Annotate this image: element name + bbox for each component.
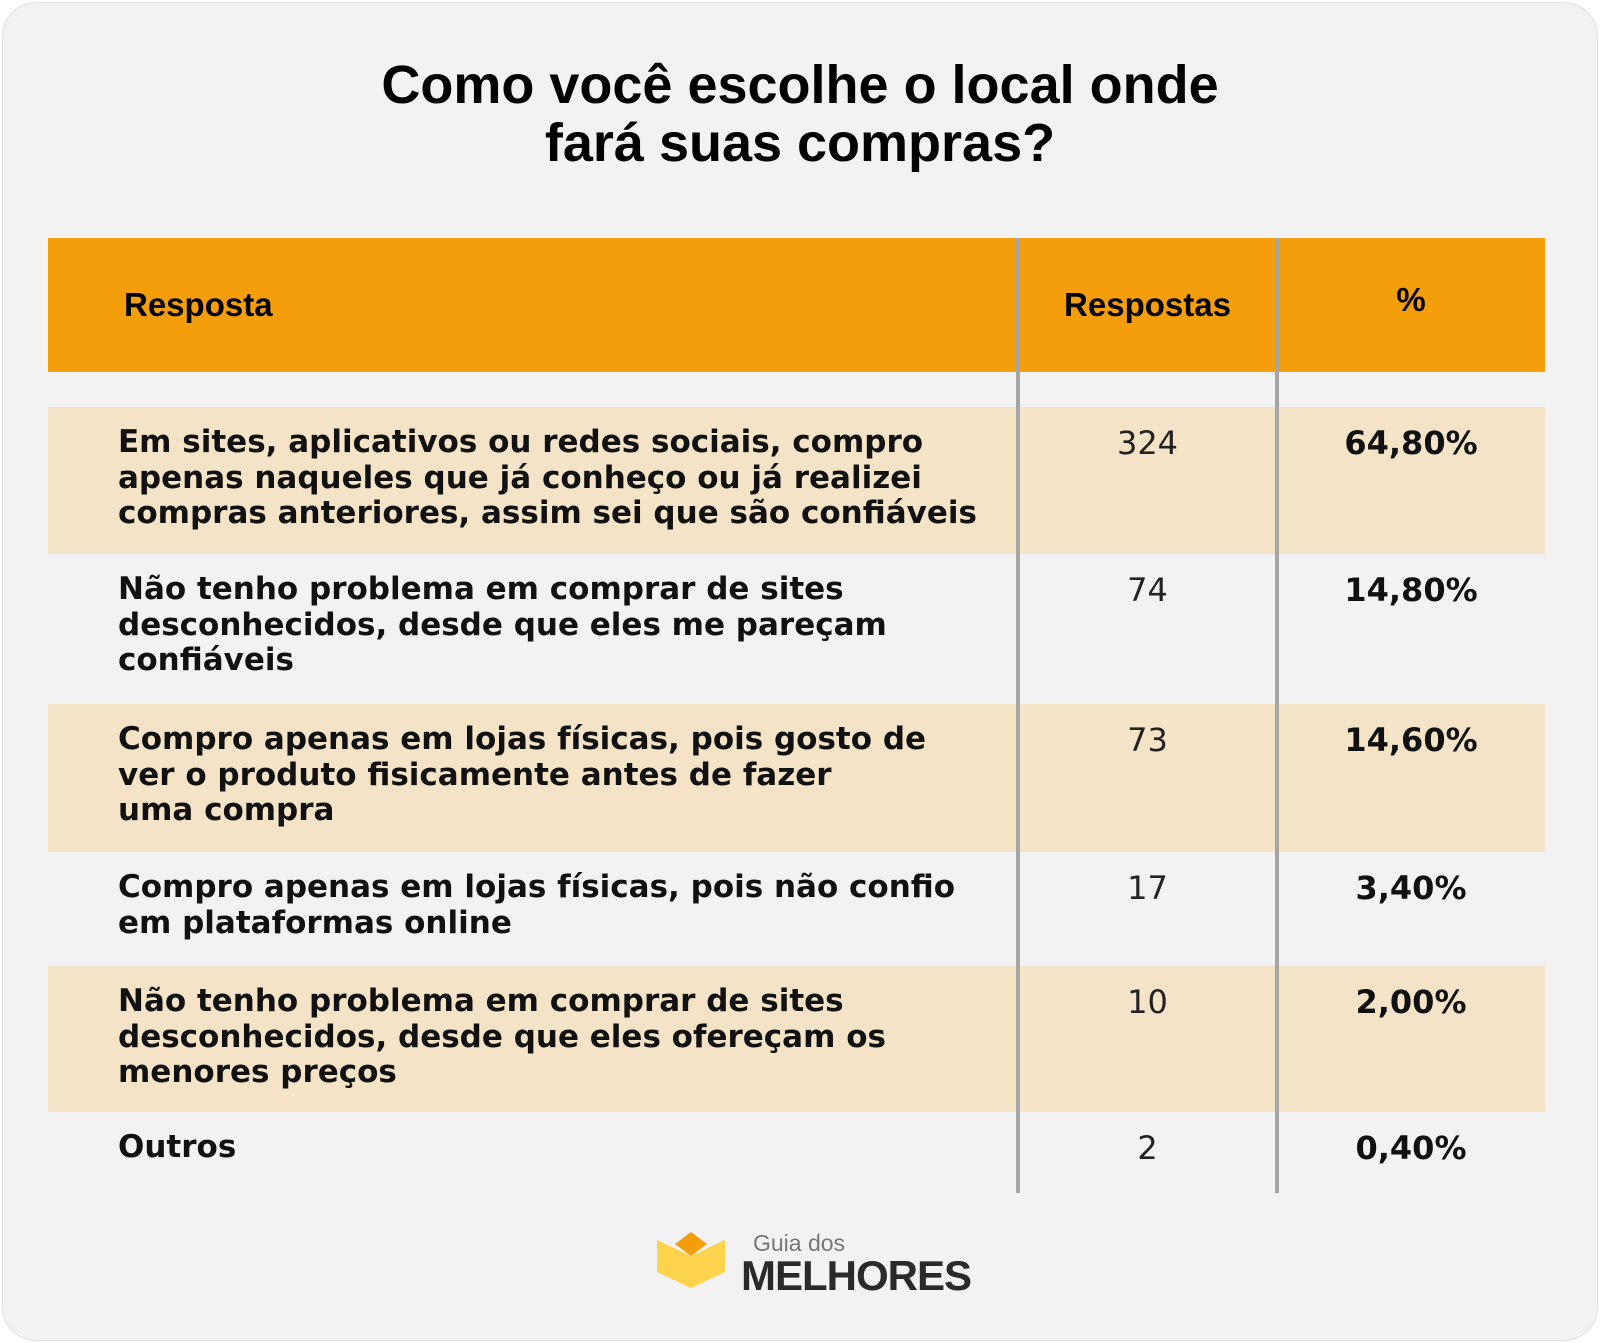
response-percent: 2,00% bbox=[1355, 983, 1467, 1021]
response-line: desconhecidos, desde que eles ofereçam o… bbox=[118, 1018, 886, 1055]
response-line: em plataformas online bbox=[118, 904, 512, 941]
table-row: Não tenho problema em comprar de sites de… bbox=[48, 966, 1545, 1112]
response-line: Não tenho problema em comprar de sites bbox=[118, 983, 844, 1019]
response-line: desconhecidos, desde que eles me pareçam bbox=[118, 606, 887, 643]
response-percent: 14,60% bbox=[1344, 721, 1478, 759]
crown-logo-icon bbox=[657, 1232, 725, 1288]
response-text: Não tenho problema em comprar de sites de… bbox=[118, 983, 978, 1091]
response-text: Em sites, aplicativos ou redes sociais, … bbox=[118, 424, 978, 532]
response-line: menores preços bbox=[118, 1054, 397, 1090]
response-text: Outros bbox=[118, 1129, 978, 1166]
response-line: uma compra bbox=[118, 792, 335, 828]
header-respostas: Respostas bbox=[1064, 286, 1231, 323]
table-row: Outros 2 0,40% bbox=[48, 1112, 1545, 1192]
title-line-1: Como você escolhe o local onde bbox=[381, 55, 1219, 115]
response-percent: 14,80% bbox=[1344, 571, 1478, 609]
response-text: Não tenho problema em comprar de sites de… bbox=[118, 571, 978, 679]
response-text: Compro apenas em lojas físicas, pois gos… bbox=[118, 721, 978, 829]
response-line: compras anteriores, assim sei que são co… bbox=[118, 495, 977, 531]
response-percent: 3,40% bbox=[1355, 869, 1467, 907]
column-divider bbox=[1275, 238, 1279, 1193]
logo-top-text: Guia dos bbox=[753, 1230, 846, 1256]
response-line: Outros bbox=[118, 1129, 237, 1165]
response-count: 10 bbox=[1127, 983, 1168, 1021]
response-line: confiáveis bbox=[118, 642, 294, 678]
page-title: Como você escolhe o local onde fará suas… bbox=[0, 56, 1600, 172]
header-resposta: Resposta bbox=[124, 286, 273, 323]
response-line: Compro apenas em lojas físicas, pois gos… bbox=[118, 721, 927, 757]
table-row: Compro apenas em lojas físicas, pois não… bbox=[48, 852, 1545, 966]
column-divider bbox=[1016, 238, 1020, 1193]
logo-bottom-text: MELHORES bbox=[741, 1252, 972, 1299]
response-percent: 64,80% bbox=[1344, 424, 1478, 462]
table-row: Não tenho problema em comprar de sites de… bbox=[48, 554, 1545, 704]
header-percent: % bbox=[1396, 281, 1426, 318]
response-line: Não tenho problema em comprar de sites bbox=[118, 571, 844, 607]
table-row: Compro apenas em lojas físicas, pois gos… bbox=[48, 704, 1545, 852]
response-line: Compro apenas em lojas físicas, pois não… bbox=[118, 869, 956, 905]
title-line-2: fará suas compras? bbox=[544, 113, 1056, 173]
response-text: Compro apenas em lojas físicas, pois não… bbox=[118, 869, 978, 941]
table-header: Resposta Respostas % bbox=[48, 238, 1545, 372]
table-row: Em sites, aplicativos ou redes sociais, … bbox=[48, 407, 1545, 554]
response-count: 2 bbox=[1137, 1129, 1158, 1167]
response-count: 324 bbox=[1116, 424, 1179, 462]
response-percent: 0,40% bbox=[1355, 1129, 1467, 1167]
response-count: 74 bbox=[1127, 571, 1168, 609]
response-count: 17 bbox=[1127, 869, 1168, 907]
response-count: 73 bbox=[1127, 721, 1168, 759]
response-line: Em sites, aplicativos ou redes sociais, … bbox=[118, 424, 924, 460]
response-line: ver o produto fisicamente antes de fazer bbox=[118, 756, 832, 793]
response-line: apenas naqueles que já conheço ou já rea… bbox=[118, 459, 922, 496]
